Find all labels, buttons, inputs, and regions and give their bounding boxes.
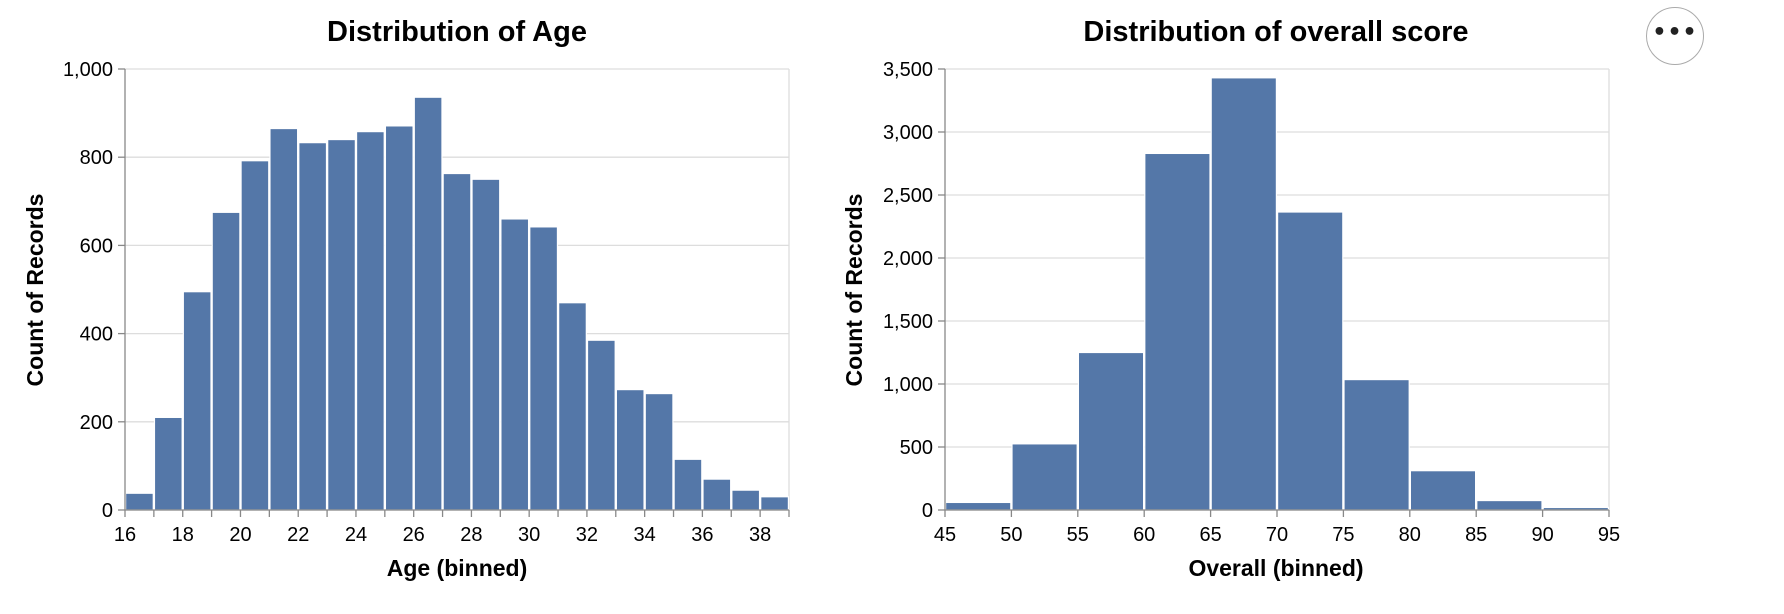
- x-tick-label: 26: [403, 524, 425, 546]
- ellipsis-icon: •••: [1652, 20, 1698, 45]
- histogram-bar: [500, 218, 530, 511]
- x-tick-label: 30: [518, 524, 540, 546]
- x-tick-label: 90: [1531, 524, 1553, 546]
- x-tick-label: 50: [1000, 524, 1022, 546]
- more-options-button[interactable]: •••: [1646, 7, 1704, 65]
- chart-title: Distribution of Age: [327, 16, 587, 48]
- x-tick-label: 85: [1465, 524, 1487, 546]
- x-tick-label: 55: [1067, 524, 1089, 546]
- axes: 0 500 1,000 1,500 2,000 2,500 3,000 3,500 45 50 55…: [883, 59, 1620, 546]
- histogram-bar: [269, 127, 299, 511]
- histogram-bar: [586, 339, 616, 511]
- histogram-bar: [355, 131, 385, 511]
- histogram-bar: [1077, 351, 1145, 511]
- histogram-bar: [702, 478, 732, 511]
- histogram-bar: [153, 416, 183, 511]
- histogram-bar: [298, 142, 328, 511]
- y-axis-title: Count of Records: [22, 194, 48, 387]
- axes: 0 200 400 600 800 1,000 16 18 20 22 24 26 28 30 32 34 36…: [63, 59, 790, 546]
- y-tick-label: 0: [922, 500, 933, 522]
- y-axis-title: Count of Records: [841, 194, 867, 387]
- x-tick-label: 95: [1598, 524, 1620, 546]
- x-tick-label: 65: [1199, 524, 1221, 546]
- chart-title: Distribution of overall score: [1083, 16, 1468, 48]
- y-tick-label: 0: [102, 500, 113, 522]
- histogram-bar: [1210, 77, 1277, 511]
- y-tick-label: 600: [80, 235, 113, 257]
- histogram-bar: [1144, 152, 1211, 511]
- bars: [124, 96, 789, 511]
- histogram-bar: [673, 458, 703, 511]
- x-tick-label: 22: [287, 524, 309, 546]
- x-axis-title: Age (binned): [387, 555, 528, 581]
- y-tick-label: 1,000: [883, 374, 933, 396]
- x-tick-label: 75: [1332, 524, 1354, 546]
- x-tick-label: 16: [114, 524, 136, 546]
- y-tick-label: 400: [80, 324, 113, 346]
- y-tick-label: 3,500: [883, 59, 933, 81]
- histogram-bar: [327, 138, 356, 511]
- y-tick-label: 2,000: [883, 248, 933, 270]
- x-tick-label: 24: [345, 524, 367, 546]
- histogram-bar: [442, 172, 472, 511]
- histogram-bar: [944, 501, 1012, 511]
- histogram-bar: [529, 226, 559, 511]
- y-tick-label: 1,500: [883, 311, 933, 333]
- x-tick-label: 38: [749, 524, 771, 546]
- overall-histogram: Distribution of overall score 0 500 1,000 1…: [841, 16, 1620, 581]
- histogram-bar: [615, 389, 645, 511]
- x-tick-label: 32: [576, 524, 598, 546]
- histogram-bar: [124, 492, 154, 511]
- x-tick-label: 36: [691, 524, 713, 546]
- histogram-bar: [1409, 470, 1477, 511]
- histogram-bar: [1343, 378, 1410, 511]
- histogram-bar: [1011, 443, 1078, 511]
- y-tick-label: 3,000: [883, 122, 933, 144]
- x-tick-label: 18: [172, 524, 194, 546]
- histogram-bar: [1276, 211, 1344, 511]
- y-tick-label: 500: [900, 437, 933, 459]
- y-tick-label: 1,000: [63, 59, 113, 81]
- y-tick-label: 2,500: [883, 185, 933, 207]
- x-tick-label: 80: [1399, 524, 1421, 546]
- histogram-bar: [384, 125, 414, 511]
- histogram-bar: [644, 392, 674, 511]
- histogram-bar: [182, 291, 212, 511]
- age-histogram: Distribution of Age 0 200 400 600 800 1,000 16…: [22, 16, 790, 581]
- histogram-bar: [413, 96, 443, 511]
- x-tick-label: 60: [1133, 524, 1155, 546]
- x-tick-label: 45: [934, 524, 956, 546]
- histogram-bar: [760, 496, 789, 511]
- y-tick-label: 200: [80, 412, 113, 434]
- x-tick-label: 70: [1266, 524, 1288, 546]
- histogram-bar: [471, 178, 501, 511]
- x-tick-label: 20: [229, 524, 251, 546]
- x-tick-label: 28: [460, 524, 482, 546]
- histogram-bar: [1476, 499, 1543, 511]
- histogram-bar: [240, 160, 270, 511]
- histogram-bar: [731, 489, 761, 511]
- y-tick-label: 800: [80, 147, 113, 169]
- histogram-bar: [211, 211, 241, 511]
- x-axis-title: Overall (binned): [1188, 555, 1363, 581]
- histogram-bar: [558, 302, 587, 511]
- bars: [944, 77, 1609, 511]
- x-tick-label: 34: [634, 524, 656, 546]
